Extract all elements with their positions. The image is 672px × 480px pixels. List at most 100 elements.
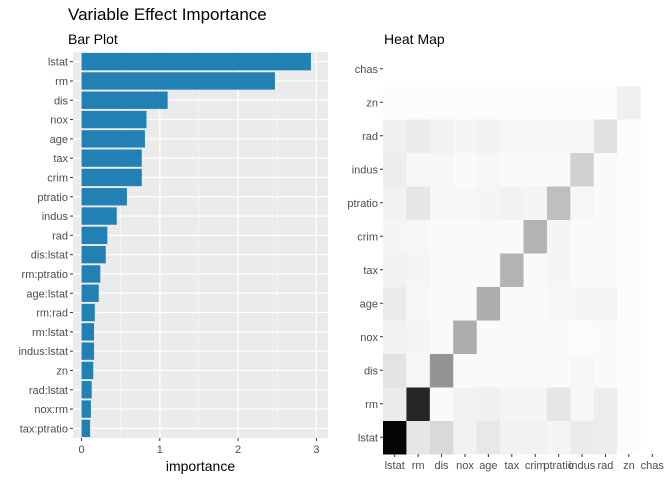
x-tick-label: 3 [313, 444, 319, 456]
heat-cell-rm-rad [593, 387, 618, 421]
heat-cell-rad-crim [523, 119, 548, 153]
x-tick-label: 0 [78, 444, 84, 456]
heat-cell-lstat-nox [453, 420, 478, 455]
heat-cell-lstat-chas [640, 420, 665, 455]
x-tick-label: 2 [235, 444, 241, 456]
heat-cell-lstat-dis [429, 420, 454, 455]
heat-cell-rm-lstat [383, 387, 407, 421]
heat-cell-zn-chas [640, 85, 665, 120]
heat-cell-nox-indus [570, 320, 595, 354]
heat-x-tick-label: indus [569, 460, 596, 472]
heat-cell-dis-rad [593, 353, 618, 388]
bar-tax [81, 149, 142, 167]
heat-map-title: Heat Map [384, 31, 445, 47]
heat-cell-tax-nox [453, 253, 478, 287]
heat-cell-chas-dis [429, 52, 454, 86]
heat-cell-indus-nox [453, 152, 478, 187]
heat-cell-lstat-age [476, 420, 501, 455]
heat-cell-ptratio-indus [570, 186, 595, 220]
bar-indus-lstat [81, 342, 95, 360]
heat-cell-dis-nox [453, 353, 478, 388]
y-tick-label: lstat [48, 57, 68, 69]
bar-nox [81, 110, 147, 129]
heat-x-tick-label: chas [641, 460, 665, 472]
heat-cell-rm-age [476, 387, 501, 421]
bar-dis-lstat [81, 245, 106, 264]
bar-zn [81, 361, 94, 380]
heat-cell-nox-lstat [383, 320, 407, 354]
y-tick-label: rad:lstat [29, 385, 68, 397]
heat-cell-zn-age [476, 85, 501, 120]
heat-x-tick-label: crim [525, 460, 546, 472]
y-tick-label: rm:lstat [32, 327, 68, 339]
heat-cell-zn-ptratio [546, 85, 571, 120]
heat-cell-chas-zn [617, 52, 642, 86]
heat-cell-rad-indus [570, 119, 595, 153]
heat-x-tick-label: age [479, 460, 497, 472]
bar-age-lstat [81, 284, 99, 302]
heat-y-tick-label: rad [362, 131, 378, 143]
heat-cell-crim-chas [640, 219, 665, 254]
y-tick-label: rm:ptratio [22, 269, 68, 281]
bar-nox-rm [81, 400, 91, 418]
heat-cell-lstat-crim [523, 420, 548, 455]
heat-cell-indus-rad [593, 152, 618, 187]
heat-cell-crim-tax [500, 219, 524, 254]
heat-cell-crim-rm [406, 219, 431, 254]
heat-cell-lstat-indus [570, 420, 595, 455]
heat-cell-indus-crim [523, 152, 548, 187]
y-tick-label: rm [55, 76, 68, 88]
heat-cell-rad-tax [500, 119, 524, 153]
heat-cell-chas-indus [570, 52, 595, 86]
heat-cell-dis-zn [617, 353, 642, 388]
heat-cell-chas-crim [523, 52, 548, 86]
heat-x-tick-label: rad [598, 460, 614, 472]
bar-plot-title: Bar Plot [68, 31, 118, 47]
heat-cell-zn-tax [500, 85, 524, 120]
heat-cell-ptratio-crim [523, 186, 548, 220]
heat-cell-rad-rm [406, 119, 431, 153]
heat-cell-indus-age [476, 152, 501, 187]
bar-rm-rad [81, 303, 95, 322]
heat-y-tick-label: nox [360, 332, 378, 344]
heat-cell-rm-nox [453, 387, 478, 421]
heat-cell-indus-chas [640, 152, 665, 187]
heat-cell-indus-ptratio [546, 152, 571, 187]
heat-cell-rad-rad [593, 119, 618, 153]
heat-x-tick-label: ptratio [543, 460, 574, 472]
y-tick-label: indus [42, 211, 69, 223]
heat-cell-nox-crim [523, 320, 548, 354]
heat-cell-nox-rad [593, 320, 618, 354]
heat-cell-tax-dis [429, 253, 454, 287]
bar-rad [81, 226, 108, 245]
heat-cell-nox-age [476, 320, 501, 354]
heat-cell-rad-age [476, 119, 501, 153]
heat-map: lstatrmdisnoxagetaxcrimptratioindusradzn… [347, 52, 665, 472]
heat-cell-rad-zn [617, 119, 642, 153]
heat-cell-tax-chas [640, 253, 665, 287]
heat-y-tick-label: dis [364, 365, 379, 377]
heat-cell-dis-indus [570, 353, 595, 388]
heat-cell-nox-chas [640, 320, 665, 354]
heat-cell-nox-tax [500, 320, 524, 354]
heat-cell-tax-indus [570, 253, 595, 287]
heat-cell-dis-tax [500, 353, 524, 388]
heat-cell-crim-rad [593, 219, 618, 254]
heat-cell-rm-crim [523, 387, 548, 421]
heat-cell-lstat-ptratio [546, 420, 571, 455]
heat-cell-crim-crim [523, 219, 548, 254]
y-tick-label: age [50, 134, 68, 146]
heat-cell-age-dis [429, 286, 454, 321]
x-axis-title: importance [166, 458, 235, 474]
bar-rm-ptratio [81, 265, 101, 283]
heat-cell-tax-rad [593, 253, 618, 287]
bar-indus [81, 207, 117, 225]
y-tick-label: nox:rm [34, 404, 68, 416]
heat-cell-age-tax [500, 286, 524, 321]
y-tick-label: rm:rad [36, 308, 68, 320]
heat-cell-rm-rm [406, 387, 431, 421]
heat-x-tick-label: nox [456, 460, 474, 472]
heat-cell-dis-ptratio [546, 353, 571, 388]
heat-cell-indus-rm [406, 152, 431, 187]
heat-cell-indus-dis [429, 152, 454, 187]
